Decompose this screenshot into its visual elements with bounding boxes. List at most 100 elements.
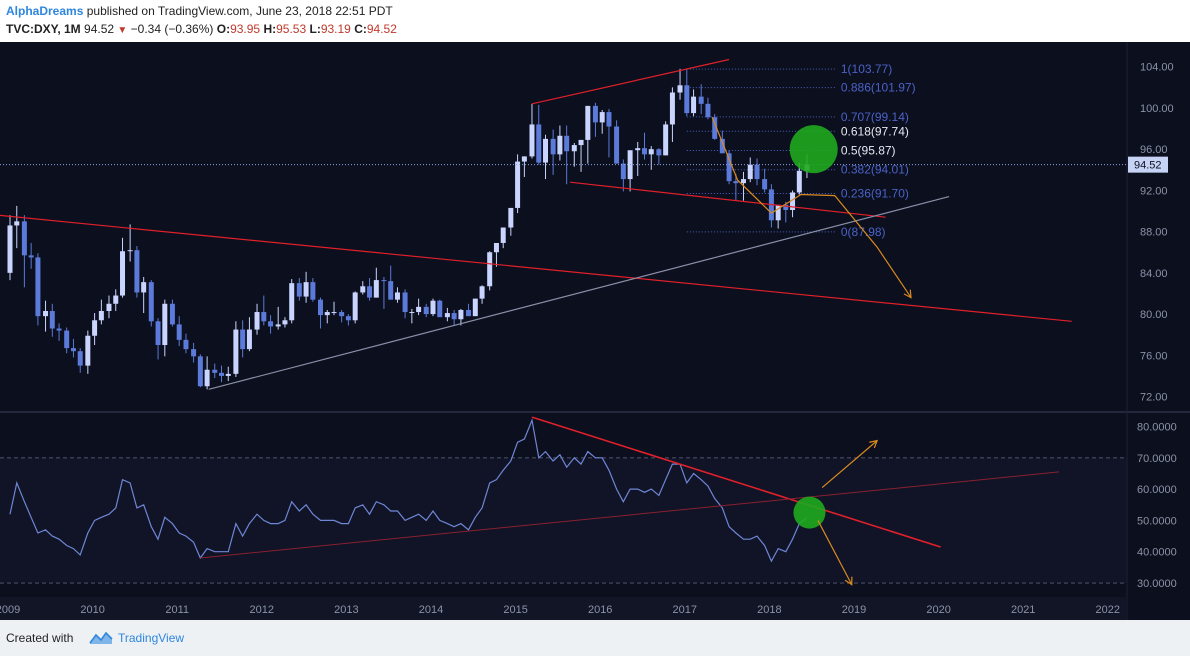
down-arrow-icon: ▼ [117, 25, 128, 36]
price-tick-label: 92.00 [1140, 185, 1168, 197]
candle-body [754, 164, 760, 180]
x-axis-year-label: 2018 [757, 604, 781, 616]
candle-body [225, 373, 231, 376]
osc-tick-label: 60.0000 [1137, 484, 1177, 496]
candle-body [176, 324, 182, 340]
candle-body [669, 92, 675, 125]
candle-body [360, 286, 366, 293]
candle-body [169, 303, 175, 325]
candle-body [324, 312, 330, 316]
chart-area[interactable]: 1(103.77) 0.886(101.97) 0.707(99.14) 0.618(… [0, 42, 1190, 620]
candle-body [719, 138, 725, 154]
fib-level-label: 0.886(101.97) [841, 81, 916, 95]
candle-body [564, 135, 570, 152]
fib-level-label: 0.707(99.14) [841, 110, 909, 124]
candle-body [197, 356, 203, 387]
candle-body [246, 329, 252, 350]
price-tick-label: 84.00 [1140, 268, 1168, 280]
x-axis-year-label: 2019 [842, 604, 866, 616]
candle-body [508, 207, 514, 228]
candle-body [191, 349, 197, 357]
candle-body [466, 309, 472, 317]
candle-body [21, 221, 27, 256]
price-tick-label: 96.00 [1140, 144, 1168, 156]
candle-body [28, 255, 34, 258]
candle-body [775, 204, 781, 221]
marker-circle [789, 125, 838, 174]
candle-body [254, 312, 260, 330]
candle-body [233, 329, 239, 374]
author-link[interactable]: AlphaDreams [6, 4, 84, 18]
candle-body [289, 283, 295, 321]
candle-body [550, 138, 556, 155]
candle-body [472, 298, 478, 317]
candle-body [183, 339, 189, 350]
candle-body [493, 242, 499, 253]
candle-body [656, 149, 662, 156]
candle-body [430, 300, 436, 315]
candle-body [444, 313, 450, 318]
candle-body [606, 112, 612, 127]
candle-body [148, 282, 154, 322]
candle-body [571, 145, 577, 152]
last-price: 94.52 [84, 22, 115, 36]
candle-body [677, 85, 683, 93]
close-value: 94.52 [366, 22, 397, 36]
projected-path-arrow [711, 116, 912, 298]
candle-body [49, 310, 55, 329]
price-change: −0.34 (−0.36%) [130, 22, 214, 36]
price-tick-label: 80.00 [1140, 309, 1168, 321]
candle-body [648, 149, 654, 155]
trendline-channel-bottom [569, 181, 886, 218]
x-axis-year-label: 2013 [334, 604, 358, 616]
high-value: 95.53 [276, 22, 307, 36]
candle-body [162, 303, 168, 346]
candle-body [726, 153, 732, 182]
candle-body [352, 292, 358, 321]
candle-body [684, 85, 690, 114]
candle-body [43, 310, 49, 317]
tradingview-logo-icon[interactable] [88, 630, 114, 646]
osc-projection-arrowhead [844, 576, 853, 586]
open-label: O: [216, 22, 231, 36]
candle-body [796, 170, 802, 193]
candle-body [240, 329, 246, 350]
last-price-badge [1128, 156, 1168, 173]
chart-header: AlphaDreams published on TradingView.com… [0, 0, 1190, 42]
candle-body [479, 286, 485, 299]
candle-body [451, 313, 457, 320]
candle-body [740, 179, 746, 184]
tradingview-brand-link[interactable]: TradingView [118, 631, 185, 645]
candle-body [98, 310, 104, 321]
fib-level-label: 0.236(91.70) [841, 187, 909, 201]
candle-body [373, 280, 379, 298]
osc-tick-label: 80.0000 [1137, 422, 1177, 434]
chart-svg[interactable]: 1(103.77) 0.886(101.97) 0.707(99.14)0.618(… [0, 42, 1190, 620]
candle-body [663, 124, 669, 156]
x-axis-year-label: 2016 [588, 604, 612, 616]
candle-body [331, 312, 337, 314]
close-label: C: [354, 22, 367, 36]
x-axis-year-label: 2010 [80, 604, 104, 616]
osc-tick-label: 30.0000 [1137, 578, 1177, 590]
candle-body [635, 148, 641, 151]
candle-body [500, 227, 506, 243]
candle-body [155, 321, 161, 346]
footer: Created with TradingView [0, 620, 1190, 656]
candle-body [388, 281, 394, 300]
candle-body [783, 204, 789, 210]
candle-body [134, 250, 140, 293]
x-axis-year-label: 2015 [503, 604, 527, 616]
candle-body [212, 369, 218, 373]
candle-body [345, 316, 351, 321]
created-with-text: Created with [6, 631, 74, 645]
candle-body [423, 306, 429, 315]
osc-trendline-support [200, 471, 1060, 559]
price-tick-label: 72.00 [1140, 392, 1168, 404]
candle-body [56, 328, 62, 331]
ohlc-line: TVC:DXY, 1M 94.52 ▼ −0.34 (−0.36%) O: 93.… [6, 22, 397, 36]
high-label: H: [263, 22, 277, 36]
candle-body [585, 105, 591, 140]
low-value: 93.19 [320, 22, 351, 36]
symbol-label: TVC:DXY, 1M [6, 22, 81, 36]
